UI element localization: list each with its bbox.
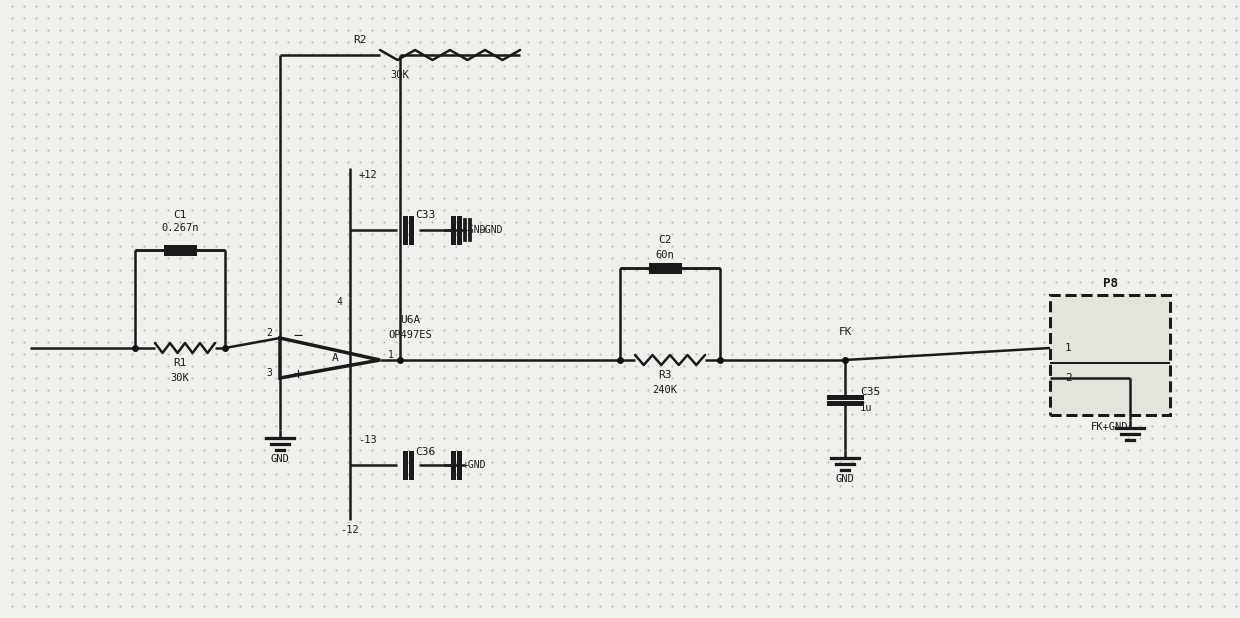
- Text: R1: R1: [174, 358, 187, 368]
- Text: 0.267n: 0.267n: [161, 223, 198, 233]
- Text: 3: 3: [267, 368, 272, 378]
- Text: 30K: 30K: [391, 70, 409, 80]
- Text: 1: 1: [388, 350, 394, 360]
- Text: 2: 2: [1065, 373, 1071, 383]
- Text: 240K: 240K: [652, 385, 677, 395]
- Text: −: −: [294, 328, 303, 342]
- Text: C36: C36: [415, 447, 435, 457]
- Text: +: +: [294, 368, 303, 383]
- Text: 30K: 30K: [171, 373, 190, 383]
- Text: GND: GND: [270, 454, 289, 464]
- Text: R3: R3: [658, 370, 672, 380]
- Text: +12: +12: [358, 170, 377, 180]
- Text: P8: P8: [1102, 276, 1117, 289]
- Text: 1u: 1u: [861, 403, 873, 413]
- Text: R2: R2: [353, 35, 367, 45]
- Text: A: A: [331, 353, 339, 363]
- Text: FK: FK: [838, 327, 852, 337]
- Text: OP497ES: OP497ES: [388, 330, 432, 340]
- Text: -12: -12: [341, 525, 360, 535]
- Text: 2: 2: [267, 328, 272, 338]
- Text: +GND: +GND: [463, 225, 486, 235]
- Text: 1: 1: [1065, 343, 1071, 353]
- Text: U6A: U6A: [399, 315, 420, 325]
- Text: C1: C1: [174, 210, 187, 220]
- Text: FK+GND: FK+GND: [1091, 422, 1128, 432]
- Text: 60n: 60n: [656, 250, 675, 260]
- Text: 4: 4: [336, 297, 342, 307]
- Text: -13: -13: [358, 435, 377, 445]
- Text: +GND: +GND: [463, 460, 486, 470]
- Text: GND: GND: [836, 474, 854, 484]
- Text: C33: C33: [415, 210, 435, 220]
- Text: C35: C35: [861, 387, 880, 397]
- Text: C2: C2: [658, 235, 672, 245]
- FancyBboxPatch shape: [1050, 295, 1171, 415]
- Text: ⊣GND: ⊣GND: [480, 225, 503, 235]
